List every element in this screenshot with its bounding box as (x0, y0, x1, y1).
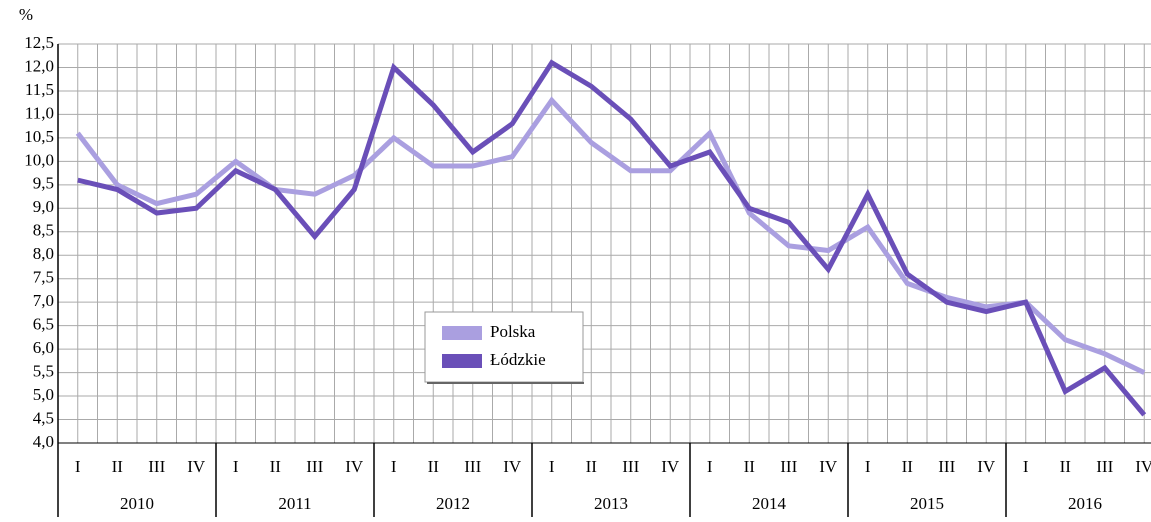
y-tick-label: 7,0 (33, 291, 54, 310)
y-tick-label: 8,0 (33, 244, 54, 263)
y-tick-label: 12,5 (24, 33, 54, 52)
x-tick-label: II (586, 457, 598, 476)
x-tick-label: IV (503, 457, 522, 476)
y-axis-label: % (19, 5, 33, 24)
x-tick-label: III (622, 457, 639, 476)
x-tick-label: IV (661, 457, 680, 476)
y-tick-label: 9,5 (33, 174, 54, 193)
x-tick-label: II (902, 457, 914, 476)
year-label: 2012 (436, 494, 470, 513)
legend-swatch (442, 354, 482, 368)
year-label: 2013 (594, 494, 628, 513)
y-tick-label: 8,5 (33, 221, 54, 240)
year-label: 2010 (120, 494, 154, 513)
x-tick-label: IV (1135, 457, 1151, 476)
x-tick-label: III (148, 457, 165, 476)
y-tick-label: 12,0 (24, 56, 54, 75)
y-tick-label: 4,0 (33, 432, 54, 451)
y-tick-label: 6,5 (33, 315, 54, 334)
line-series (75, 96, 1146, 375)
x-tick-label: III (1096, 457, 1113, 476)
y-tick-label: 11,0 (25, 103, 54, 122)
y-tick-label: 6,0 (33, 338, 54, 357)
x-tick-label: I (549, 457, 555, 476)
legend: Polska Łódzkie (424, 311, 584, 384)
line-series (77, 59, 1147, 417)
y-tick-label: 10,5 (24, 127, 54, 146)
x-tick-label: I (391, 457, 397, 476)
x-tick-label: III (306, 457, 323, 476)
x-tick-label: IV (187, 457, 206, 476)
y-tick-label: 5,5 (33, 361, 54, 380)
x-tick-label: III (464, 457, 481, 476)
y-tick-label: 4,5 (33, 408, 54, 427)
legend-box (424, 311, 584, 383)
legend-label: Łódzkie (490, 350, 546, 369)
y-tick-label: 5,0 (33, 385, 54, 404)
y-tick-label: 11,5 (25, 80, 54, 99)
year-label: 2011 (278, 494, 311, 513)
x-tick-label: II (428, 457, 440, 476)
y-tick-label: 7,5 (33, 268, 54, 287)
year-label: 2015 (910, 494, 944, 513)
x-tick-label: III (780, 457, 797, 476)
x-tick-label: IV (977, 457, 996, 476)
year-label: 2016 (1068, 494, 1102, 513)
x-tick-label: I (865, 457, 871, 476)
x-tick-label: II (1060, 457, 1072, 476)
legend-swatch (442, 326, 482, 340)
y-tick-label: 10,0 (24, 150, 54, 169)
x-tick-label: I (233, 457, 239, 476)
x-tick-label: I (75, 457, 81, 476)
year-label: 2014 (752, 494, 787, 513)
x-tick-label: I (707, 457, 713, 476)
y-tick-label: 9,0 (33, 197, 54, 216)
x-tick-label: IV (345, 457, 364, 476)
x-tick-label: II (270, 457, 282, 476)
x-tick-label: I (1023, 457, 1029, 476)
x-tick-label: II (112, 457, 124, 476)
x-tick-label: IV (819, 457, 838, 476)
x-tick-label: III (938, 457, 955, 476)
legend-label: Polska (490, 322, 536, 341)
x-tick-label: II (744, 457, 756, 476)
